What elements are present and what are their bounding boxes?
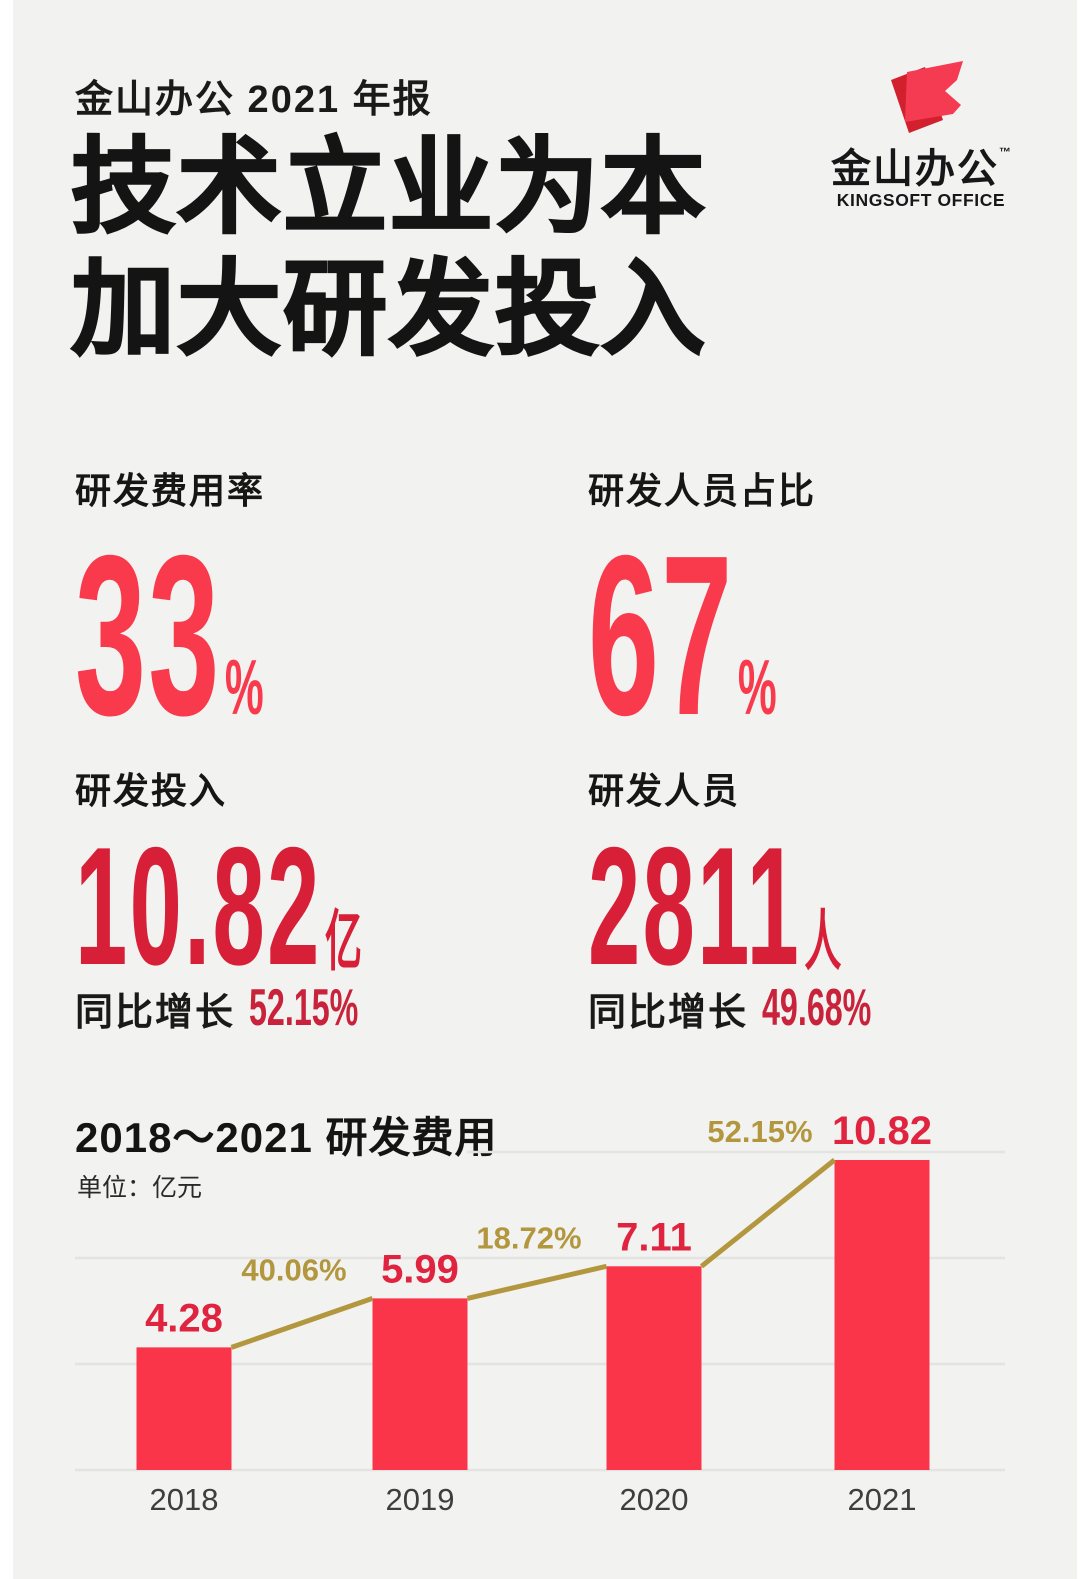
growth-line-segment xyxy=(230,1296,374,1350)
stat-rd-expense-ratio: 研发费用率 33 % xyxy=(75,462,575,763)
bar-value-label: 4.28 xyxy=(145,1296,223,1340)
growth-line-segment xyxy=(699,1158,837,1269)
stat-rd-investment: 研发投入 10.82 亿 同比增长 52.15% xyxy=(75,762,575,1038)
stat-rd-staff-ratio: 研发人员占比 67 % xyxy=(588,462,1080,763)
page-title: 技术立业为本 加大研发投入 xyxy=(70,128,708,371)
x-axis-label: 2019 xyxy=(386,1482,455,1517)
kingsoft-office-logo: 金山办公™ KINGSOFT OFFICE xyxy=(831,58,1011,211)
bar-2019 xyxy=(372,1298,468,1470)
stat-unit: 亿 xyxy=(324,904,362,978)
stat-value: 67 % xyxy=(588,509,777,763)
stat-value: 10.82 亿 xyxy=(75,812,362,1000)
stat-unit: % xyxy=(224,643,264,731)
chart-unit-label: 单位：亿元 xyxy=(77,1174,203,1202)
bar-2021 xyxy=(834,1160,930,1470)
trademark-mark: ™ xyxy=(999,145,1013,159)
bar-value-label: 10.82 xyxy=(832,1109,932,1153)
stat-label: 研发费用率 xyxy=(75,470,266,511)
stat-label: 研发人员占比 xyxy=(588,470,817,511)
kingsoft-logo-icon xyxy=(891,61,963,133)
growth-line-label: 40.06% xyxy=(241,1252,346,1287)
bar-value-label: 5.99 xyxy=(381,1247,459,1291)
stat-growth: 同比增长 49.68% xyxy=(588,978,1080,1038)
bar-value-label: 7.11 xyxy=(616,1215,692,1259)
x-axis-label: 2021 xyxy=(848,1482,917,1517)
stat-label: 研发人员 xyxy=(588,770,741,811)
growth-line-segment xyxy=(466,1263,608,1301)
logo-name-cn: 金山办公™ xyxy=(831,145,1013,191)
bar-2020 xyxy=(606,1266,702,1470)
bar-2018 xyxy=(136,1347,232,1470)
stat-label: 研发投入 xyxy=(75,770,228,811)
chart-title: 2018～2021 研发费用 xyxy=(75,1114,498,1161)
report-title: 金山办公 2021 年报 xyxy=(75,79,433,121)
growth-line-label: 52.15% xyxy=(707,1114,812,1149)
growth-value: 49.68% xyxy=(762,979,872,1037)
stat-growth: 同比增长 52.15% xyxy=(75,978,575,1038)
growth-value: 52.15% xyxy=(249,979,359,1037)
stat-unit: 人 xyxy=(804,904,842,978)
logo-name-en: KINGSOFT OFFICE xyxy=(836,190,1006,210)
poster-canvas: 金山办公 2021 年报 金山办公™ KINGSOFT OFFICE 技术立业为… xyxy=(13,0,1077,1579)
growth-label: 同比增长 xyxy=(588,992,749,1034)
x-axis-label: 2018 xyxy=(150,1482,219,1517)
page-title-line2: 加大研发投入 xyxy=(70,251,708,369)
page-title-line1: 技术立业为本 xyxy=(70,129,708,247)
stat-value: 33 % xyxy=(75,509,264,763)
growth-label: 同比增长 xyxy=(75,992,236,1034)
rd-expense-bar-chart: 40.06% 18.72% 52.15% 4.28 5.99 7.11 10.82 2018 2… xyxy=(75,1109,1005,1517)
stat-unit: % xyxy=(737,643,777,731)
stat-value: 2811 人 xyxy=(588,812,842,1000)
stat-rd-headcount: 研发人员 2811 人 同比增长 49.68% xyxy=(588,762,1080,1038)
x-axis-label: 2020 xyxy=(620,1482,689,1517)
growth-line-label: 18.72% xyxy=(476,1220,581,1255)
